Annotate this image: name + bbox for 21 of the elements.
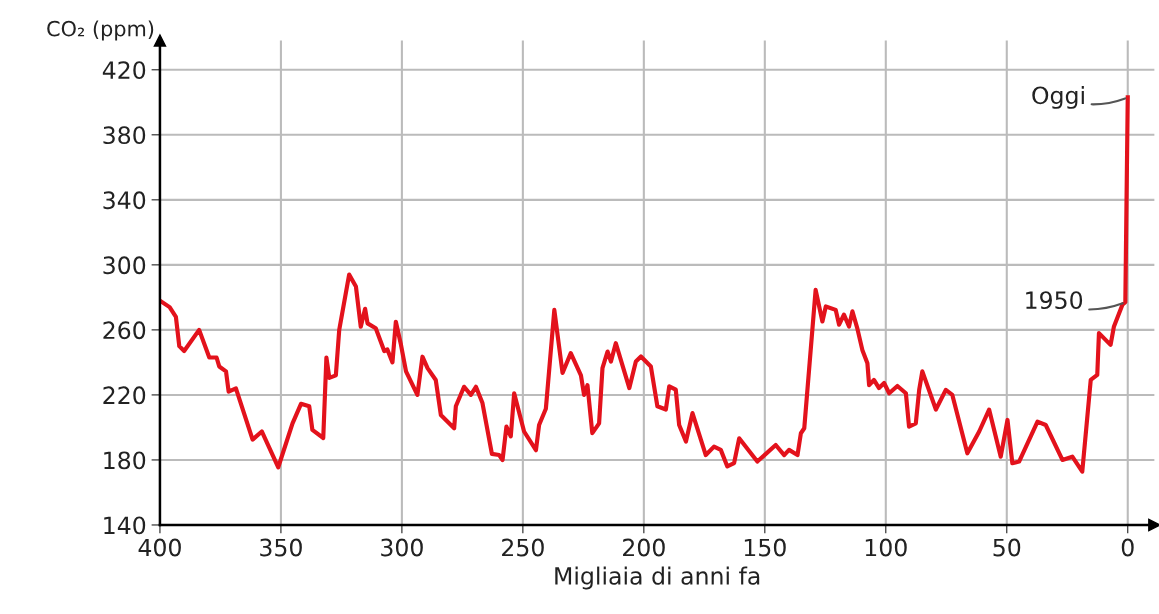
y-tick-label: 140 bbox=[104, 516, 146, 535]
annotation: 1950 bbox=[1026, 291, 1083, 310]
x-tick-label: 150 bbox=[744, 538, 786, 557]
x-tick-label: 100 bbox=[865, 538, 907, 557]
y-axis-title: CO₂ (ppm) bbox=[47, 20, 154, 41]
y-tick-label: 180 bbox=[104, 451, 146, 470]
y-tick-label: 420 bbox=[102, 61, 146, 80]
y-tick-label: 220 bbox=[103, 386, 146, 405]
x-tick-label: 350 bbox=[260, 538, 302, 557]
y-tick-label: 300 bbox=[103, 256, 146, 275]
y-tick-label: 340 bbox=[103, 191, 146, 210]
y-tick-label: 260 bbox=[103, 321, 146, 340]
x-tick-label: 400 bbox=[138, 538, 181, 557]
x-tick-label: 200 bbox=[623, 538, 665, 557]
x-axis-title: Migliaia di anni fa bbox=[555, 566, 760, 590]
annotation: Oggi bbox=[1032, 86, 1084, 109]
x-tick-label: 250 bbox=[502, 538, 544, 557]
x-tick-label: 300 bbox=[381, 538, 423, 557]
y-tick-label: 380 bbox=[103, 126, 146, 145]
x-tick-label: 0 bbox=[1121, 538, 1134, 557]
x-tick-label: 50 bbox=[993, 538, 1021, 557]
